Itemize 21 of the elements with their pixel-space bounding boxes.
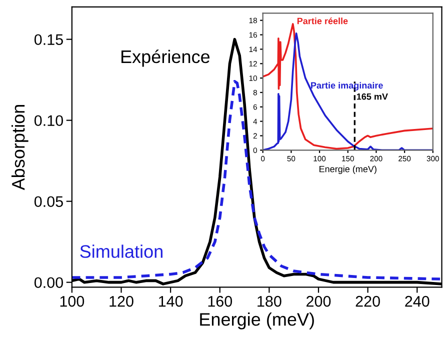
- x-tick-label: 120: [110, 296, 134, 307]
- x-tick-label: 200: [306, 296, 331, 307]
- series-label: Partie imaginaire: [311, 82, 383, 90]
- x-axis-title: Energie (meV): [200, 312, 314, 330]
- x-tick-label: 160: [208, 296, 232, 307]
- series-label: Simulation: [80, 244, 162, 258]
- x-tick-label: 240: [405, 296, 430, 307]
- line-series: [72, 80, 442, 280]
- y-axis-title: Absorption: [11, 105, 28, 190]
- x-tick-label: 220: [356, 296, 380, 307]
- y-tick-label: 0.10: [34, 115, 63, 126]
- x-tick-label: 100: [60, 296, 84, 307]
- y-tick-label: 0.05: [34, 196, 63, 208]
- series-label: Expérience: [121, 50, 210, 67]
- x-tick-label: 180: [258, 296, 282, 307]
- x-axis-title: Energie (meV): [320, 166, 376, 174]
- y-tick-label: 0.00: [34, 277, 63, 288]
- ref-line-label: 165 mV: [356, 93, 388, 100]
- y-tick-label: 0.15: [34, 34, 63, 46]
- series-label: Partie réelle: [297, 17, 348, 24]
- x-tick-label: 140: [158, 296, 183, 307]
